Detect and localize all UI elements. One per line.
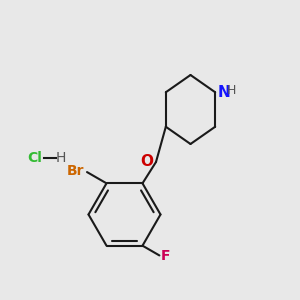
Text: Cl: Cl	[27, 151, 42, 164]
Text: F: F	[161, 249, 170, 263]
Text: H: H	[56, 151, 66, 164]
Text: O: O	[141, 154, 154, 169]
Text: H: H	[226, 84, 236, 97]
Text: Br: Br	[67, 164, 85, 178]
Text: N: N	[218, 85, 230, 100]
